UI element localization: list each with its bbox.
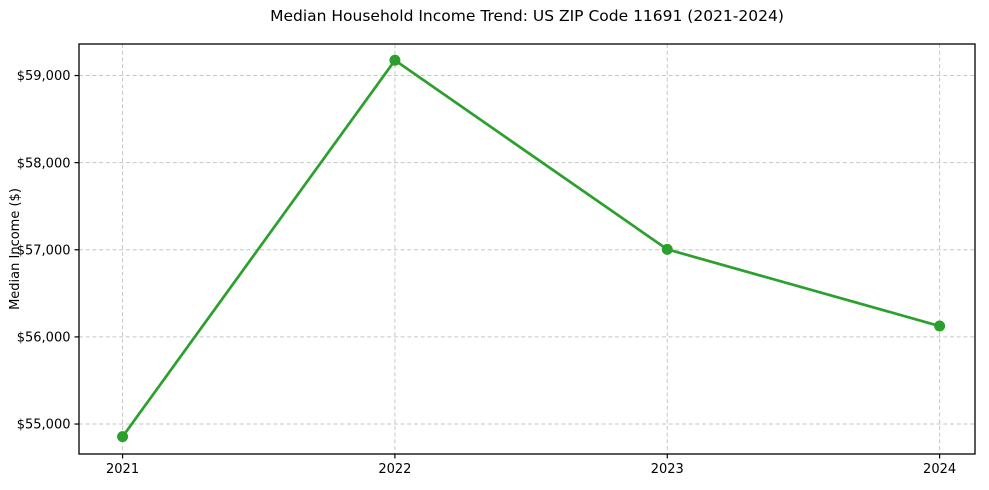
y-tick-label: $58,000 bbox=[17, 156, 71, 171]
x-tick-label: 2024 bbox=[923, 462, 956, 477]
y-axis-label: Median Income ($) bbox=[8, 188, 23, 310]
x-tick-label: 2021 bbox=[106, 462, 139, 477]
chart-title: Median Household Income Trend: US ZIP Co… bbox=[270, 7, 784, 25]
data-point-marker bbox=[117, 431, 129, 443]
y-tick-label: $56,000 bbox=[17, 331, 71, 346]
x-tick-label: 2022 bbox=[378, 462, 411, 477]
y-tick-label: $59,000 bbox=[17, 69, 71, 84]
y-tick-label: $57,000 bbox=[17, 243, 71, 258]
data-point-marker bbox=[661, 243, 673, 255]
plot-border bbox=[78, 43, 976, 455]
x-tick-label: 2023 bbox=[651, 462, 684, 477]
data-point-marker bbox=[389, 54, 401, 66]
y-tick-label: $55,000 bbox=[17, 418, 71, 433]
trend-line bbox=[121, 58, 941, 439]
data-point-marker bbox=[934, 320, 946, 332]
